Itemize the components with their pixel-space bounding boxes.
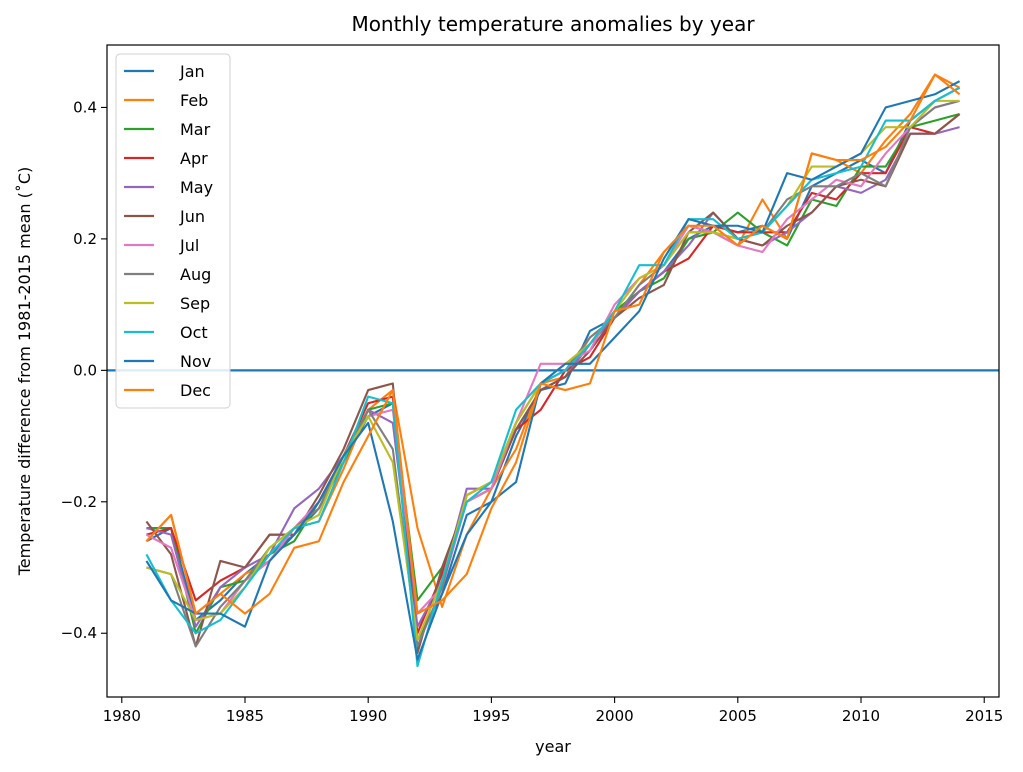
series-line-jun xyxy=(145,113,961,655)
y-tick-label: −0.2 xyxy=(61,493,97,511)
series-line-dec xyxy=(145,73,961,615)
y-tick-label: 0.4 xyxy=(73,98,97,116)
x-axis-label: year xyxy=(535,737,571,756)
legend-label-jun: Jun xyxy=(179,207,205,226)
legend-label-may: May xyxy=(180,178,213,197)
series-line-nov xyxy=(145,80,961,661)
y-tick-label: 0.0 xyxy=(73,361,97,379)
y-tick-label: 0.2 xyxy=(73,230,97,248)
legend-label-mar: Mar xyxy=(180,120,211,139)
chart-title: Monthly temperature anomalies by year xyxy=(351,12,755,36)
x-tick-label: 1990 xyxy=(349,707,387,725)
series-line-jul xyxy=(145,99,960,622)
x-tick-label: 2000 xyxy=(596,707,634,725)
legend-label-nov: Nov xyxy=(180,352,211,371)
legend-label-jan: Jan xyxy=(179,62,205,81)
plot-area xyxy=(107,73,999,668)
legend-label-dec: Dec xyxy=(180,381,211,400)
legend-box xyxy=(115,53,231,409)
legend-label-oct: Oct xyxy=(180,323,208,342)
axes: 1980 1985 1990 1995 2000 2005 2010 2015 −0.4 −0.2… xyxy=(61,44,1003,725)
legend-label-apr: Apr xyxy=(180,149,208,168)
x-tick-label: 1980 xyxy=(103,707,141,725)
axes-frame xyxy=(106,44,1000,698)
x-tick-label: 2005 xyxy=(719,707,757,725)
x-tick-label: 1995 xyxy=(472,707,510,725)
x-tick-label: 2010 xyxy=(842,707,880,725)
legend-label-jul: Jul xyxy=(179,236,199,255)
series-line-oct xyxy=(145,86,961,668)
series-line-feb xyxy=(145,73,961,615)
legend-label-aug: Aug xyxy=(180,265,211,284)
x-tick-label: 2015 xyxy=(965,707,1003,725)
legend-label-feb: Feb xyxy=(180,91,208,110)
legend-label-sep: Sep xyxy=(180,294,210,313)
y-axis-label: Temperature difference from 1981-2015 me… xyxy=(15,167,34,577)
y-tick-label: −0.4 xyxy=(61,624,97,642)
x-tick-label: 1985 xyxy=(226,707,264,725)
legend: Jan Feb Mar Apr May Jun Jul Aug Sep Oct Nov Dec xyxy=(115,53,231,409)
